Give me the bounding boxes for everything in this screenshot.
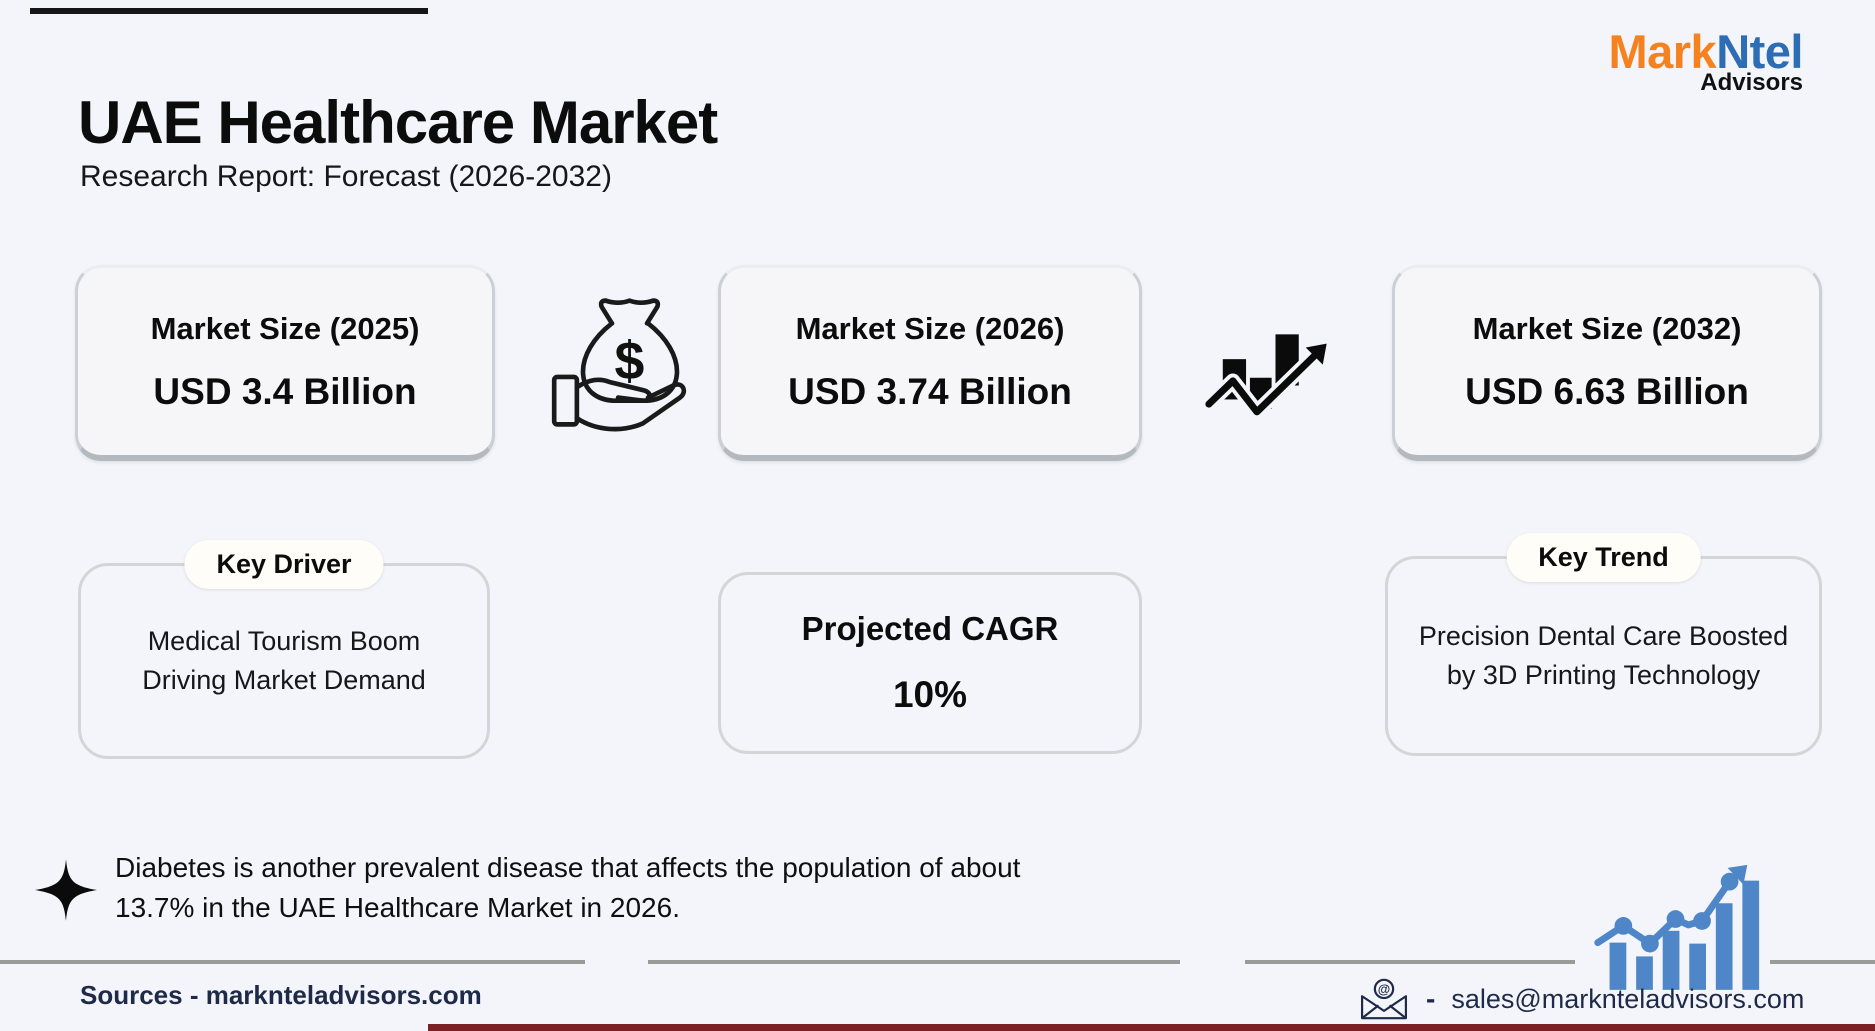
market-size-2026-value: USD 3.74 Billion — [788, 370, 1072, 412]
contact-email-row: @ - sales@marknteladvisors.com — [1358, 978, 1804, 1020]
logo-part-mark: Mark — [1608, 25, 1717, 78]
sales-email-text: sales@marknteladvisors.com — [1451, 983, 1805, 1014]
projected-cagr-card: Projected CAGR 10% — [718, 572, 1142, 754]
cagr-title: Projected CAGR — [801, 610, 1059, 647]
sources-text: Sources - marknteladvisors.com — [80, 980, 482, 1010]
footer-divider-segment — [0, 960, 585, 964]
market-size-2026-card: Market Size (2026) USD 3.74 Billion — [718, 265, 1142, 461]
cagr-value: 10% — [892, 674, 968, 715]
footer-divider-segment — [1770, 960, 1875, 964]
key-trend-text: Precision Dental Care Boosted by 3D Prin… — [1418, 620, 1789, 690]
key-driver-badge: Key Driver — [184, 540, 384, 589]
svg-text:$: $ — [615, 331, 645, 391]
markntel-logo: MarkNtel Advisors — [1608, 28, 1803, 95]
page-subtitle: Research Report: Forecast (2026-2032) — [80, 160, 612, 193]
market-size-2026-label: Market Size (2026) — [795, 310, 1065, 346]
logo-part-ntel: Ntel — [1716, 25, 1803, 78]
footer-divider-segment — [648, 960, 1180, 964]
svg-text:@: @ — [1378, 982, 1390, 997]
bar-line-chart-icon — [1584, 848, 1766, 992]
market-size-2032-card: Market Size (2032) USD 6.63 Billion — [1392, 265, 1822, 461]
logo-subtitle: Advisors — [1700, 69, 1803, 96]
growth-bars-arrow-icon — [1198, 300, 1353, 440]
market-size-2032-label: Market Size (2032) — [1472, 310, 1742, 346]
bottom-accent-bar — [428, 1024, 1875, 1031]
key-driver-card: Key Driver Medical Tourism Boom Driving … — [78, 540, 490, 759]
key-trend-badge: Key Trend — [1506, 533, 1701, 582]
money-bag-in-hand-icon: $ — [548, 280, 713, 445]
market-size-2025-card: Market Size (2025) USD 3.4 Billion — [75, 265, 495, 461]
market-size-2032-value: USD 6.63 Billion — [1465, 370, 1749, 412]
email-separator: - — [1426, 983, 1436, 1014]
page-title: UAE Healthcare Market — [78, 89, 718, 156]
envelope-at-icon: @ — [1358, 978, 1410, 1020]
market-size-2025-value: USD 3.4 Billion — [153, 370, 417, 412]
key-driver-text: Medical Tourism Boom Driving Market Dema… — [142, 625, 426, 695]
sparkle-star-icon — [34, 858, 98, 922]
key-trend-card: Key Trend Precision Dental Care Boosted … — [1385, 533, 1822, 756]
key-fact-text: Diabetes is another prevalent disease th… — [115, 852, 1021, 923]
market-size-2025-label: Market Size (2025) — [150, 310, 420, 346]
logo-wordmark: MarkNtel — [1608, 28, 1803, 75]
footer-divider-segment — [1245, 960, 1575, 964]
top-accent-bar — [30, 8, 428, 14]
